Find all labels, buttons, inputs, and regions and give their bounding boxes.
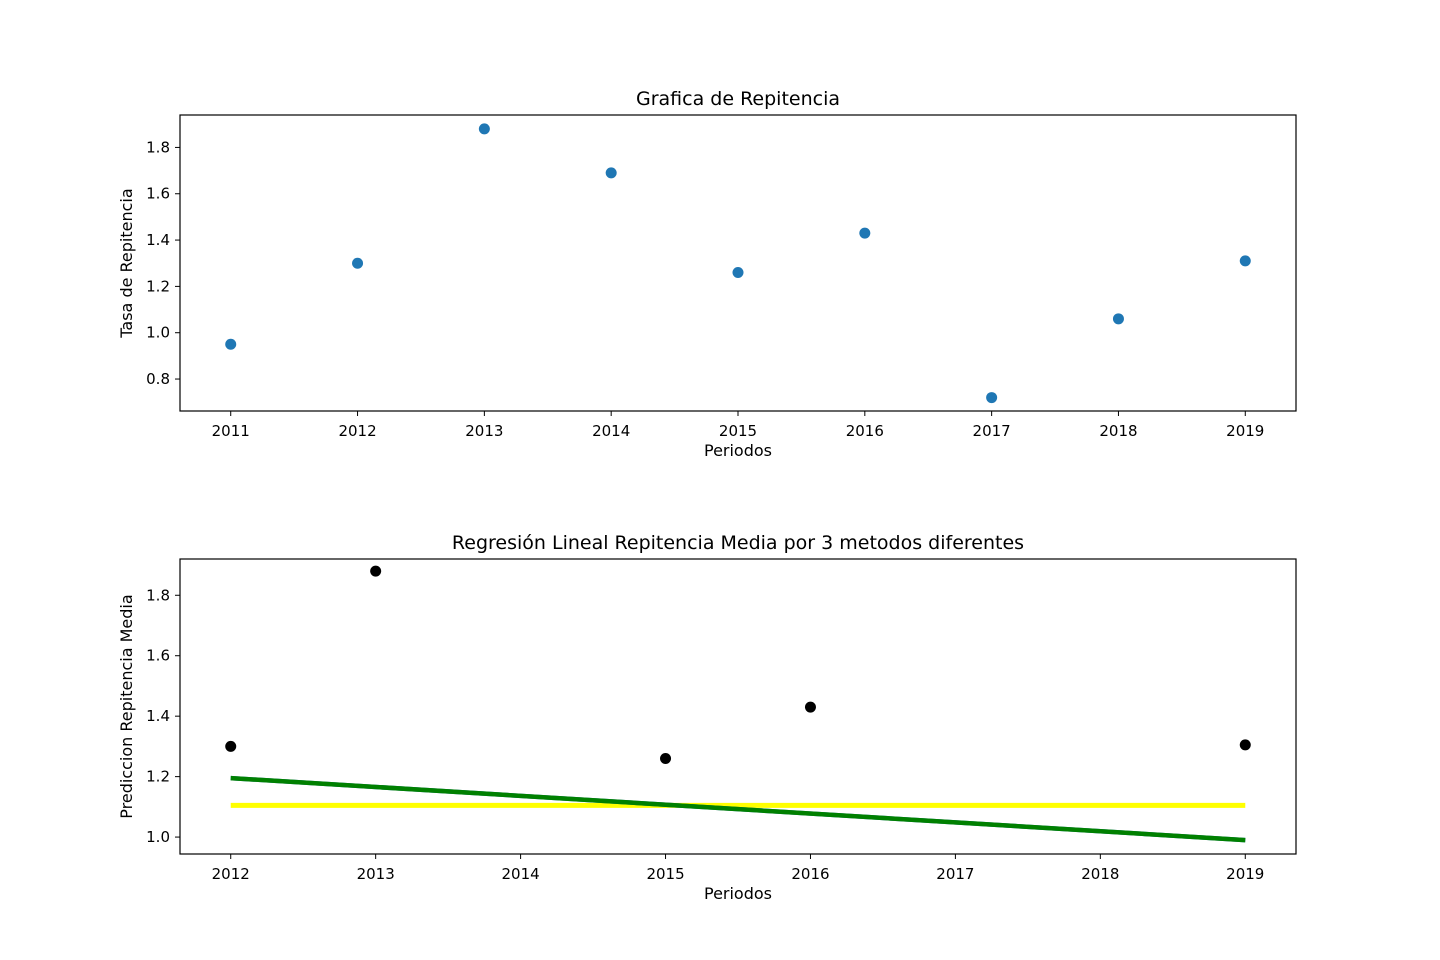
x-tick-label: 2016 [791, 865, 829, 883]
x-tick-label: 2018 [1081, 865, 1119, 883]
x-tick-label: 2012 [338, 422, 376, 440]
data-point [352, 257, 364, 269]
x-tick-label: 2013 [465, 422, 503, 440]
x-tick-label: 2014 [502, 865, 540, 883]
x-tick-label: 2016 [846, 422, 884, 440]
y-tick-label: 1.8 [146, 586, 170, 604]
x-tick-label: 2011 [212, 422, 250, 440]
data-point [804, 701, 816, 713]
data-point [605, 167, 617, 179]
y-tick-label: 0.8 [146, 370, 170, 388]
plot-frame [179, 114, 1297, 412]
data-point [859, 227, 871, 239]
y-axis-label: Tasa de Repitencia [117, 188, 136, 338]
chart-title: Regresión Lineal Repitencia Media por 3 … [452, 532, 1024, 554]
data-point [1239, 739, 1251, 751]
chart-2: Regresión Lineal Repitencia Media por 3 … [117, 532, 1297, 903]
x-tick-label: 2014 [592, 422, 630, 440]
x-tick-label: 2019 [1226, 422, 1264, 440]
data-point [478, 123, 490, 135]
plot-frame [179, 558, 1297, 855]
x-tick-label: 2017 [936, 865, 974, 883]
data-point [225, 740, 237, 752]
y-tick-label: 1.0 [146, 828, 170, 846]
y-tick-label: 1.4 [146, 231, 170, 249]
x-tick-label: 2018 [1099, 422, 1137, 440]
data-point [370, 565, 382, 577]
y-tick-label: 1.2 [146, 768, 170, 786]
x-tick-label: 2019 [1226, 865, 1264, 883]
y-tick-label: 1.6 [146, 647, 170, 665]
data-point [660, 752, 672, 764]
y-tick-label: 1.2 [146, 277, 170, 295]
x-tick-label: 2015 [646, 865, 684, 883]
y-tick-label: 1.8 [146, 138, 170, 156]
x-tick-label: 2017 [973, 422, 1011, 440]
x-axis-label: Periodos [704, 884, 772, 903]
x-tick-label: 2013 [357, 865, 395, 883]
data-point [1239, 255, 1251, 267]
data-point [986, 392, 998, 404]
data-point [732, 266, 744, 278]
x-tick-label: 2012 [212, 865, 250, 883]
y-tick-label: 1.4 [146, 707, 170, 725]
chart-1: Grafica de Repitencia 2011 2012 2013 2014 201… [117, 88, 1297, 460]
x-tick-label: 2015 [719, 422, 757, 440]
chart-title: Grafica de Repitencia [636, 88, 840, 110]
data-point [1112, 313, 1124, 325]
x-axis-label: Periodos [704, 441, 772, 460]
y-axis-label: Prediccion Repitencia Media [117, 594, 136, 818]
y-tick-label: 1.0 [146, 324, 170, 342]
y-tick-label: 1.6 [146, 185, 170, 203]
data-point [225, 338, 237, 350]
regression-line-3 [230, 775, 1246, 843]
